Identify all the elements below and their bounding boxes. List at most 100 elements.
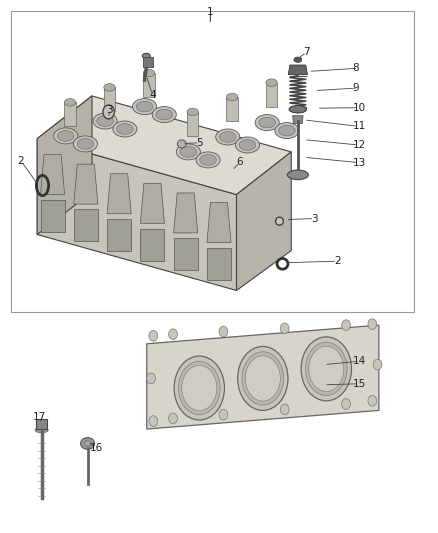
Ellipse shape xyxy=(64,99,76,106)
Polygon shape xyxy=(266,83,277,107)
Ellipse shape xyxy=(216,129,240,145)
Polygon shape xyxy=(40,200,64,232)
Ellipse shape xyxy=(259,117,276,128)
Ellipse shape xyxy=(245,356,280,401)
Text: 11: 11 xyxy=(353,122,366,131)
Polygon shape xyxy=(187,112,198,136)
Ellipse shape xyxy=(156,109,173,120)
Ellipse shape xyxy=(53,128,78,144)
Ellipse shape xyxy=(142,53,150,59)
Ellipse shape xyxy=(305,342,347,395)
Ellipse shape xyxy=(117,124,133,134)
Circle shape xyxy=(219,409,228,420)
Text: 10: 10 xyxy=(353,103,366,112)
Ellipse shape xyxy=(176,144,200,160)
Circle shape xyxy=(368,395,377,406)
Ellipse shape xyxy=(182,366,217,411)
Ellipse shape xyxy=(255,115,279,131)
Text: 17: 17 xyxy=(33,412,46,422)
Ellipse shape xyxy=(77,139,94,149)
Text: 12: 12 xyxy=(353,140,366,150)
Polygon shape xyxy=(173,193,198,233)
Circle shape xyxy=(103,105,114,119)
Ellipse shape xyxy=(309,346,344,391)
Ellipse shape xyxy=(174,356,225,420)
Ellipse shape xyxy=(85,441,91,446)
Text: 8: 8 xyxy=(353,63,359,73)
Circle shape xyxy=(219,326,228,337)
Polygon shape xyxy=(293,116,303,124)
Polygon shape xyxy=(37,96,92,235)
Ellipse shape xyxy=(239,140,256,150)
Bar xyxy=(11,11,414,312)
Text: 6: 6 xyxy=(237,157,244,167)
Text: 16: 16 xyxy=(90,443,103,453)
Text: 13: 13 xyxy=(353,158,366,167)
Ellipse shape xyxy=(73,136,97,152)
Polygon shape xyxy=(37,139,237,290)
Polygon shape xyxy=(226,97,238,121)
Ellipse shape xyxy=(143,69,155,77)
Circle shape xyxy=(280,323,289,334)
Text: 9: 9 xyxy=(353,83,359,93)
Ellipse shape xyxy=(187,108,198,116)
Ellipse shape xyxy=(276,217,283,225)
Circle shape xyxy=(147,373,155,384)
Ellipse shape xyxy=(136,101,153,112)
Ellipse shape xyxy=(81,438,95,449)
Circle shape xyxy=(342,320,350,330)
Polygon shape xyxy=(143,73,155,97)
Circle shape xyxy=(149,416,158,426)
Polygon shape xyxy=(207,248,231,280)
Circle shape xyxy=(280,404,289,415)
Text: 15: 15 xyxy=(353,379,366,389)
Ellipse shape xyxy=(237,346,288,410)
Bar xyxy=(143,57,153,67)
Ellipse shape xyxy=(179,361,220,415)
Ellipse shape xyxy=(113,121,137,137)
Ellipse shape xyxy=(200,155,216,165)
Polygon shape xyxy=(104,87,115,111)
Ellipse shape xyxy=(177,140,186,148)
Ellipse shape xyxy=(266,79,277,86)
Ellipse shape xyxy=(287,170,308,180)
Text: 5: 5 xyxy=(196,138,203,148)
Text: 1: 1 xyxy=(207,7,214,17)
Ellipse shape xyxy=(289,106,307,113)
Polygon shape xyxy=(140,183,164,223)
Circle shape xyxy=(368,319,377,329)
Ellipse shape xyxy=(279,125,295,136)
Circle shape xyxy=(342,399,350,409)
Ellipse shape xyxy=(235,137,259,153)
Text: 4: 4 xyxy=(149,90,156,100)
Ellipse shape xyxy=(301,337,351,401)
Bar xyxy=(36,419,47,429)
Ellipse shape xyxy=(93,113,117,129)
Polygon shape xyxy=(288,65,307,75)
Ellipse shape xyxy=(196,152,220,168)
Text: 14: 14 xyxy=(353,357,366,366)
Polygon shape xyxy=(107,219,131,251)
Polygon shape xyxy=(107,174,131,214)
Polygon shape xyxy=(147,325,379,429)
Text: 3: 3 xyxy=(106,106,113,115)
Circle shape xyxy=(169,329,177,340)
Ellipse shape xyxy=(294,57,302,62)
Circle shape xyxy=(149,330,158,341)
Text: 3: 3 xyxy=(311,214,318,223)
Polygon shape xyxy=(74,209,98,241)
Polygon shape xyxy=(40,155,64,195)
Circle shape xyxy=(373,359,382,370)
Polygon shape xyxy=(64,102,76,126)
Ellipse shape xyxy=(226,93,238,101)
Text: 2: 2 xyxy=(334,256,341,266)
Ellipse shape xyxy=(219,132,236,142)
Ellipse shape xyxy=(97,116,113,126)
Text: 7: 7 xyxy=(303,47,310,57)
Ellipse shape xyxy=(275,123,299,139)
Text: 2: 2 xyxy=(18,156,25,166)
Ellipse shape xyxy=(180,147,197,157)
Ellipse shape xyxy=(35,427,48,433)
Ellipse shape xyxy=(132,99,157,115)
Polygon shape xyxy=(207,203,231,243)
